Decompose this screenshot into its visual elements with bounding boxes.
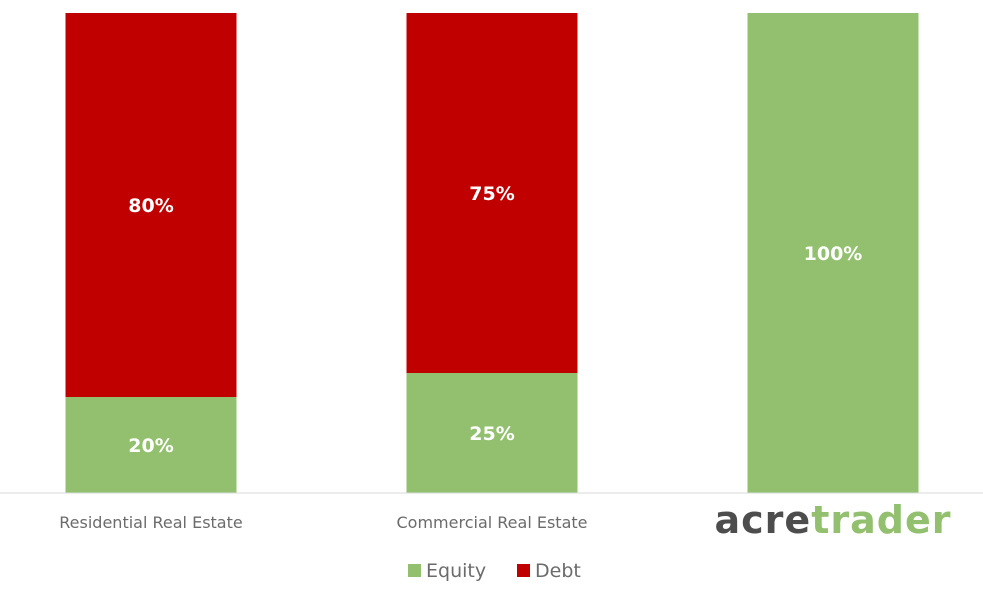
logo-part-acre: acre	[715, 498, 812, 542]
data-label-equity-2: 100%	[804, 243, 863, 265]
legend-swatch-debt	[517, 564, 530, 577]
data-label-debt-1: 75%	[469, 183, 514, 205]
data-label-equity-0: 20%	[128, 435, 173, 457]
category-label-0: Residential Real Estate	[59, 513, 242, 532]
data-labels-group: 20% 80% 25% 75% 100%	[128, 183, 862, 457]
legend-label-debt: Debt	[535, 560, 581, 582]
bar-equity-0	[65, 397, 237, 493]
category-label-1: Commercial Real Estate	[397, 513, 588, 532]
legend-label-equity: Equity	[426, 560, 486, 582]
bars-group	[65, 13, 919, 493]
bar-equity-2	[747, 13, 919, 493]
acretrader-logo: acretrader	[715, 498, 952, 542]
legend: Equity Debt	[408, 560, 581, 582]
data-label-equity-1: 25%	[469, 423, 514, 445]
bar-debt-1	[406, 13, 578, 373]
data-label-debt-0: 80%	[128, 195, 173, 217]
category-labels-group: Residential Real Estate Commercial Real E…	[59, 513, 587, 532]
logo-part-trader: trader	[811, 498, 951, 542]
bar-equity-1	[406, 373, 578, 493]
bar-debt-0	[65, 13, 237, 397]
legend-swatch-equity	[408, 564, 421, 577]
